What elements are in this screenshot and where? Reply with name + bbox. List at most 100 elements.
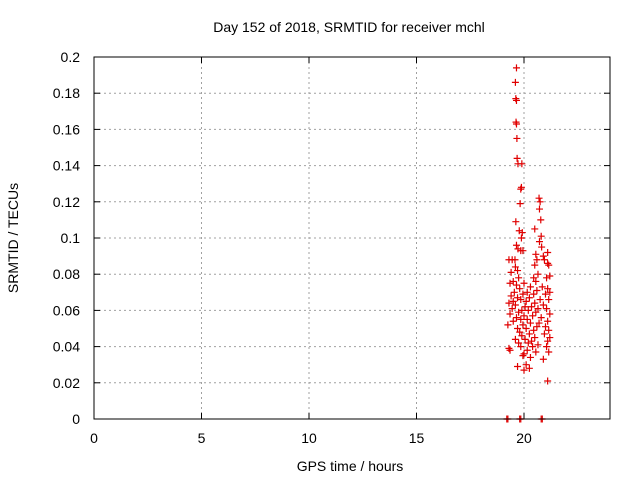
data-point-marker <box>535 205 543 213</box>
data-point-marker <box>539 252 547 260</box>
data-point-marker <box>543 305 551 313</box>
data-point-marker <box>517 343 525 351</box>
data-point-marker <box>535 194 543 202</box>
data-point-marker <box>540 256 548 264</box>
data-point-marker <box>537 216 545 224</box>
data-point-marker <box>513 134 521 142</box>
data-point-marker <box>511 301 519 309</box>
data-point-marker <box>530 326 538 334</box>
data-point-marker <box>515 274 523 282</box>
data-point-marker <box>537 232 545 240</box>
x-tick-label: 5 <box>198 430 206 446</box>
data-point-marker <box>529 312 537 320</box>
data-point-marker <box>544 285 552 293</box>
data-point-marker <box>538 243 546 251</box>
data-point-marker <box>515 308 523 316</box>
x-tick-labels: 0 5 10 15 20 <box>90 430 532 446</box>
data-point-marker <box>523 315 531 323</box>
data-point-marker <box>512 96 520 104</box>
data-point-marker <box>520 312 528 320</box>
data-point-marker <box>516 285 524 293</box>
data-point-marker <box>510 288 518 296</box>
data-point-marker <box>514 325 522 332</box>
plot-frame <box>93 56 611 420</box>
data-point-marker <box>535 319 543 327</box>
data-point-marker <box>542 290 549 298</box>
data-point-marker <box>526 353 534 361</box>
data-point-marker <box>518 229 526 237</box>
data-point-marker <box>525 294 533 302</box>
data-point-marker <box>545 326 553 334</box>
data-point-marker <box>520 279 528 287</box>
data-point-marker <box>529 343 537 351</box>
data-point-marker <box>532 348 540 356</box>
data-point-marker <box>531 334 539 342</box>
data-point-marker <box>519 352 527 360</box>
data-point-marker <box>512 241 520 249</box>
data-point-marker <box>546 272 554 280</box>
data-point-marker <box>522 297 530 305</box>
data-point-marker <box>504 321 512 329</box>
data-point-marker <box>536 296 544 304</box>
data-point-marker <box>545 296 553 304</box>
data-point-marker <box>506 310 514 318</box>
x-tick-label: 20 <box>516 430 532 446</box>
data-point-marker <box>540 330 548 338</box>
data-point-marker <box>544 317 552 325</box>
data-point-marker <box>518 332 526 340</box>
data-markers <box>503 64 554 423</box>
data-point-marker <box>514 363 522 371</box>
data-point-marker <box>512 281 520 289</box>
data-point-marker <box>536 198 544 206</box>
data-point-marker <box>526 319 534 327</box>
data-point-marker <box>533 323 541 331</box>
data-point-marker <box>512 120 520 128</box>
data-point-marker <box>522 361 530 369</box>
data-point-marker <box>537 314 545 322</box>
data-point-marker <box>519 321 527 329</box>
data-point-marker <box>530 290 538 298</box>
data-point-marker <box>545 261 553 269</box>
data-point-marker <box>516 200 524 208</box>
data-point-marker <box>523 346 531 354</box>
data-point-marker <box>546 310 554 318</box>
data-point-marker <box>530 274 538 282</box>
data-point-marker <box>521 303 529 311</box>
data-point-marker <box>506 279 514 287</box>
data-point-marker <box>520 366 528 374</box>
data-point-marker <box>538 283 546 291</box>
y-tick-labels: 0 0.02 0.04 0.06 0.08 0.1 0.12 0.14 0.16 0.18 0.2 <box>53 49 80 427</box>
data-point-marker <box>524 339 532 347</box>
data-point-marker <box>509 297 517 305</box>
data-point-marker <box>531 225 539 233</box>
y-tick-label: 0.02 <box>53 375 80 391</box>
data-point-marker <box>534 341 542 349</box>
data-point-marker <box>532 308 540 316</box>
data-point-marker <box>543 343 551 351</box>
data-point-marker <box>513 154 521 162</box>
data-point-marker <box>531 261 539 269</box>
data-point-marker <box>539 301 547 309</box>
data-point-marker <box>511 256 519 264</box>
y-tick-label: 0.16 <box>53 121 80 137</box>
data-point-marker <box>521 335 529 343</box>
data-point-marker <box>518 160 526 168</box>
data-point-marker <box>519 290 527 298</box>
data-point-marker <box>539 355 547 363</box>
data-point-marker <box>512 314 520 322</box>
data-point-marker <box>512 218 520 226</box>
data-point-marker <box>511 263 519 271</box>
data-point-marker <box>546 334 554 342</box>
chart-title: Day 152 of 2018, SRMTID for receiver mch… <box>213 19 485 35</box>
y-tick-label: 0 <box>72 411 80 427</box>
data-point-marker <box>517 296 525 304</box>
data-point-marker <box>514 267 522 275</box>
data-point-marker <box>544 248 552 256</box>
data-point-marker <box>531 299 539 307</box>
data-point-marker <box>532 277 540 285</box>
data-point-marker <box>525 330 533 338</box>
data-point-marker <box>522 325 530 332</box>
data-point-marker <box>507 268 515 276</box>
y-tick-label: 0.06 <box>53 302 80 318</box>
